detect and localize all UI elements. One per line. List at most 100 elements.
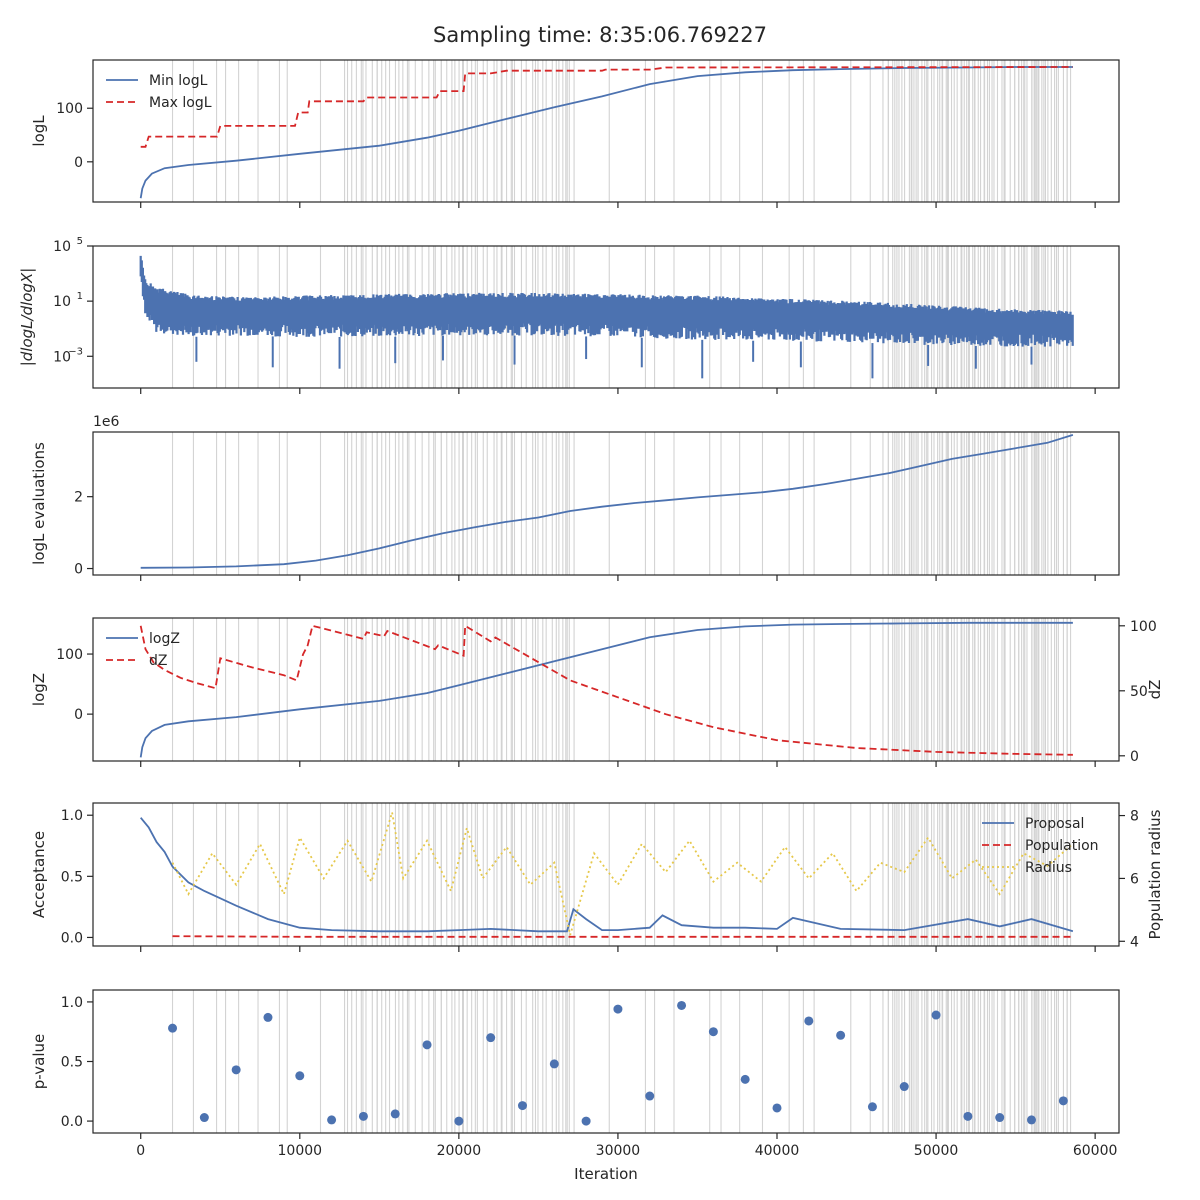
- scatter-point: [995, 1113, 1005, 1123]
- scatter-point: [263, 1012, 273, 1022]
- scatter-point: [1058, 1096, 1068, 1106]
- scatter-point: [358, 1111, 368, 1121]
- y2-tick-label: 0: [1130, 749, 1139, 765]
- scatter-point: [931, 1010, 941, 1020]
- y-tick-label: 0.0: [61, 1114, 83, 1130]
- y2-tick-label: 50: [1130, 684, 1148, 700]
- legend-label: logZ: [149, 631, 180, 647]
- y-tick-label: 0: [74, 562, 83, 578]
- offset-text: 1e6: [93, 414, 120, 430]
- scatter-point: [517, 1101, 527, 1111]
- scatter-point: [199, 1113, 209, 1123]
- y2-tick-label: 4: [1130, 934, 1139, 950]
- scatter-point: [454, 1116, 464, 1126]
- plot-frame: [92, 245, 1120, 389]
- y-tick-label: 2: [74, 490, 83, 506]
- scatter-point: [740, 1074, 750, 1084]
- y2-tick-label: 8: [1130, 809, 1139, 825]
- y-axis-label: |dlogL/dlogX|: [18, 268, 36, 367]
- y2-axis-label: Population radius: [1146, 809, 1164, 939]
- scatter-point: [708, 1027, 718, 1037]
- x-tick-label: 20000: [437, 1143, 482, 1159]
- plot-frame: [92, 802, 1120, 947]
- panel-5: 0.0 0.5 1.0 Acceptance 4 6 8 Population radius P…: [30, 802, 1164, 952]
- y2-tick-label: 100: [1130, 619, 1157, 635]
- y-tick-label: 100: [56, 101, 83, 117]
- legend-label: Radius: [1025, 860, 1072, 876]
- series-line-2: [140, 66, 1073, 148]
- x-tick-label: 40000: [755, 1143, 800, 1159]
- scatter-point: [867, 1102, 877, 1112]
- scatter-point: [327, 1115, 337, 1125]
- panel-2: 10−310 110 5|dlogL/dlogX|: [18, 236, 1120, 394]
- y-tick-exponent: 1: [77, 291, 83, 302]
- panel-3: 0 2 logL evaluations 1e6: [30, 414, 1120, 581]
- figure-title: Sampling time: 8:35:06.769227: [433, 23, 767, 47]
- iteration-markers: [171, 618, 1072, 761]
- x-tick-label: 50000: [914, 1143, 959, 1159]
- scatter-point: [804, 1016, 814, 1026]
- x-axis-label: Iteration: [574, 1165, 638, 1183]
- y-tick-label: 10: [53, 294, 71, 310]
- y-tick-label: 0.5: [61, 1055, 83, 1071]
- panel-1: 0 100 logL Min logL Max logL: [30, 59, 1120, 208]
- iteration-markers: [171, 432, 1072, 575]
- scatter-point: [899, 1082, 909, 1092]
- y-tick-label: 1.0: [61, 995, 83, 1011]
- y2-tick-label: 6: [1130, 871, 1139, 887]
- panel-4: 0 100 logZ 0 50 100 dZ logZ dZ: [30, 617, 1164, 767]
- scatter-point: [549, 1059, 559, 1069]
- plot-frame: [92, 989, 1120, 1134]
- scatter-point: [772, 1103, 782, 1113]
- panel-6: 0 10000 20000 30000 40000 50000 60000 0.0 0.5 1.0…: [30, 989, 1120, 1159]
- y-tick-label: 10: [53, 239, 71, 255]
- y-tick-label: 10: [53, 349, 71, 365]
- y-axis-label: Acceptance: [30, 831, 48, 918]
- series-line-2: [172, 935, 1073, 938]
- scatter-point: [231, 1065, 241, 1075]
- x-tick-label: 60000: [1073, 1143, 1118, 1159]
- y-tick-label: 0: [74, 155, 83, 171]
- y-tick-label: 100: [56, 647, 83, 663]
- y-axis-label: logL: [30, 115, 48, 147]
- plot-frame: [92, 617, 1120, 762]
- x-tick-label: 10000: [278, 1143, 323, 1159]
- plot-frame: [92, 431, 1120, 576]
- series-line-1: [139, 66, 1073, 199]
- scatter-point: [836, 1030, 846, 1040]
- series-line-1: [140, 817, 1074, 933]
- y-axis-label: logL evaluations: [30, 442, 48, 565]
- scatter-point: [295, 1071, 305, 1081]
- y2-axis-label: dZ: [1146, 680, 1164, 700]
- legend-label: dZ: [149, 653, 167, 669]
- y-tick-exponent: −3: [68, 346, 83, 357]
- y-tick-label: 0: [74, 707, 83, 723]
- series-line-1: [140, 434, 1074, 569]
- iteration-markers: [171, 60, 1072, 202]
- plot-frame: [92, 59, 1120, 203]
- scatter-point: [1027, 1115, 1037, 1125]
- y-tick-label: 0.0: [61, 930, 83, 946]
- scatter-point: [422, 1040, 432, 1050]
- series-band: [139, 255, 1074, 347]
- scatter-point: [581, 1116, 591, 1126]
- y-tick-label: 0.5: [61, 869, 83, 885]
- legend-label: Population: [1025, 838, 1099, 854]
- series-line-1: [139, 621, 1073, 758]
- legend-label: Min logL: [149, 73, 208, 89]
- y-tick-label: 1.0: [61, 808, 83, 824]
- scatter-point: [645, 1091, 655, 1101]
- y-axis-label: p-value: [30, 1034, 48, 1090]
- scatter-point: [963, 1111, 973, 1121]
- scatter-point: [613, 1004, 623, 1014]
- y-tick-exponent: 5: [77, 236, 83, 247]
- scatter-point: [168, 1023, 178, 1033]
- scatter-point: [486, 1033, 496, 1043]
- x-tick-label: 30000: [596, 1143, 641, 1159]
- legend-label: Proposal: [1025, 816, 1084, 832]
- scatter-point: [390, 1109, 400, 1119]
- x-tick-label: 0: [136, 1143, 145, 1159]
- scatter-point: [677, 1000, 687, 1010]
- series-line-2: [139, 624, 1073, 756]
